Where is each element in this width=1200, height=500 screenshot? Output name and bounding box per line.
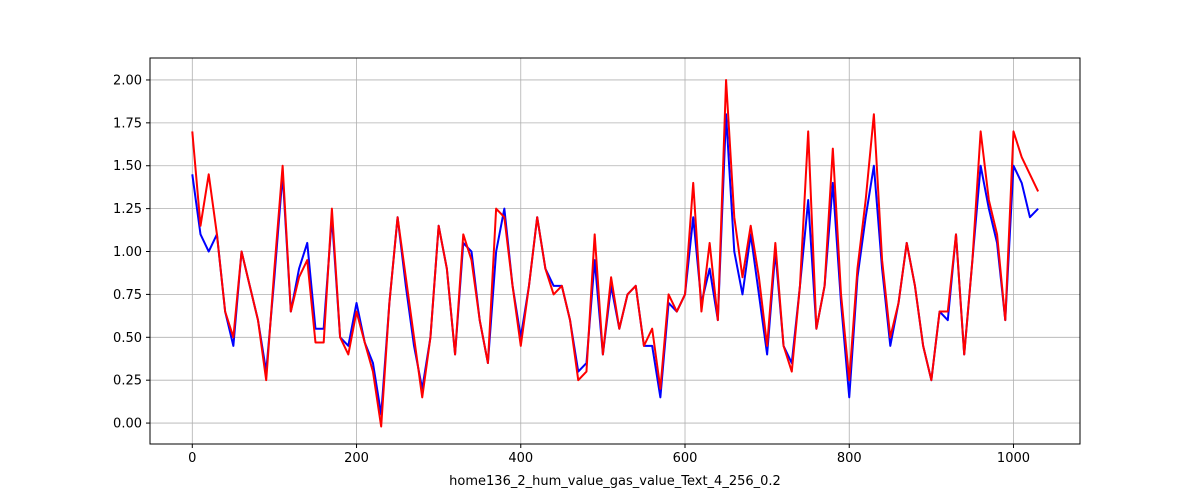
y-tick-label: 2.00 xyxy=(113,73,142,88)
y-tick-label: 1.25 xyxy=(113,202,142,217)
x-tick-label: 400 xyxy=(508,451,533,466)
y-tick-label: 0.75 xyxy=(113,288,142,303)
x-axis-label: home136_2_hum_value_gas_value_Text_4_256… xyxy=(449,474,781,489)
y-tick-label: 1.50 xyxy=(113,159,142,174)
x-tick-label: 0 xyxy=(188,451,196,466)
y-tick-label: 0.50 xyxy=(113,331,142,346)
y-tick-label: 1.00 xyxy=(113,245,142,260)
plot-frame xyxy=(149,57,1081,445)
x-tick-label: 800 xyxy=(837,451,862,466)
data-line xyxy=(191,78,1040,428)
y-tick-label: 1.75 xyxy=(113,116,142,131)
x-tick-label: 600 xyxy=(673,451,698,466)
x-tick-label: 1000 xyxy=(997,451,1030,466)
y-tick-label: 0.25 xyxy=(113,374,142,389)
y-tick-label: 0.00 xyxy=(113,417,142,432)
x-tick-label: 200 xyxy=(344,451,369,466)
